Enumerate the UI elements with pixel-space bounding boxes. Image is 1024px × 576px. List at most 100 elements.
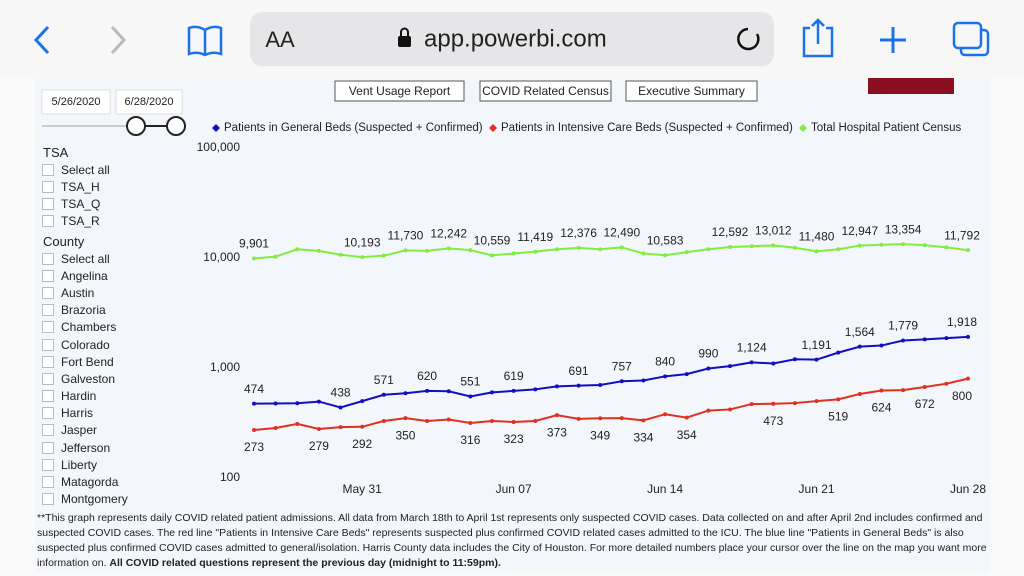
data-point [295, 401, 300, 406]
footnote: **This graph represents daily COVID rela… [37, 511, 987, 573]
filter-option[interactable]: Select all [42, 250, 128, 267]
button-label: Vent Usage Report [349, 84, 451, 98]
filter-option[interactable]: Austin [42, 284, 128, 301]
report-button[interactable] [334, 80, 465, 102]
data-point [554, 413, 559, 418]
filter-option[interactable]: Montgomery [42, 491, 128, 507]
data-label: 12,947 [841, 224, 878, 238]
data-label: 279 [309, 439, 329, 453]
option-label: TSA_H [61, 179, 100, 194]
checkbox[interactable] [42, 252, 54, 265]
checkbox[interactable] [42, 355, 54, 368]
checkbox[interactable] [42, 304, 54, 317]
start-date-box[interactable] [41, 89, 111, 115]
checkbox[interactable] [42, 476, 54, 489]
data-label: 800 [952, 389, 972, 403]
forward-button[interactable] [110, 25, 127, 55]
checkbox[interactable] [42, 321, 54, 334]
data-label: 273 [244, 440, 264, 454]
filter-option[interactable]: Galveston [42, 370, 128, 387]
filter-option[interactable]: Brazoria [42, 302, 128, 319]
data-point [879, 242, 884, 247]
option-label: Angelina [61, 268, 108, 283]
checkbox[interactable] [42, 269, 54, 282]
data-label: 757 [612, 359, 632, 373]
data-point [771, 401, 776, 406]
data-point [554, 384, 559, 389]
data-point [706, 408, 711, 413]
data-point [425, 388, 430, 393]
slider-handle[interactable] [126, 116, 146, 136]
filter-option[interactable]: Select all [42, 161, 110, 178]
data-point [728, 364, 732, 369]
option-label: Harris [61, 406, 93, 421]
filter-option[interactable]: Liberty [42, 456, 128, 473]
checkbox[interactable] [42, 197, 54, 210]
data-point [879, 388, 884, 393]
data-label: 323 [504, 432, 524, 446]
y-tick-label: 1,000 [210, 360, 240, 374]
filter-option[interactable]: TSA_R [42, 213, 110, 230]
logo [868, 78, 954, 94]
filter-option[interactable]: Harris [42, 405, 128, 422]
bookmarks-button[interactable] [187, 25, 223, 57]
data-label: 691 [569, 364, 589, 378]
checkbox[interactable] [42, 286, 54, 299]
data-point [425, 248, 430, 253]
option-label: TSA_Q [61, 196, 101, 211]
checkbox[interactable] [42, 163, 54, 176]
filter-option[interactable]: Angelina [42, 267, 128, 284]
checkbox[interactable] [42, 390, 54, 403]
checkbox[interactable] [42, 407, 54, 420]
text-size-button[interactable]: AA [265, 27, 295, 52]
filter-option[interactable]: Hardin [42, 388, 128, 405]
report-button[interactable] [625, 80, 758, 102]
button-label: COVID Related Census [482, 84, 609, 98]
checkbox[interactable] [42, 372, 54, 385]
reload-button[interactable] [737, 27, 760, 51]
data-point [511, 388, 516, 393]
data-label: 571 [374, 373, 394, 387]
filter-option[interactable]: Jefferson [42, 439, 128, 456]
back-button[interactable] [33, 25, 50, 55]
data-point [879, 343, 884, 348]
filter-option[interactable]: Colorado [42, 336, 128, 353]
data-point [641, 378, 646, 383]
filter-option[interactable]: Chambers [42, 319, 128, 336]
x-tick-label: Jun 21 [799, 482, 835, 496]
data-point [360, 255, 365, 260]
filter-option[interactable]: TSA_Q [42, 195, 110, 212]
data-label: 292 [352, 437, 372, 451]
data-point [316, 399, 321, 404]
filter-option[interactable]: Jasper [42, 422, 128, 439]
x-tick-label: Jun 07 [496, 482, 532, 496]
share-button[interactable] [802, 18, 834, 58]
slider-handle[interactable] [166, 116, 186, 136]
checkbox[interactable] [42, 180, 54, 193]
checkbox[interactable] [42, 493, 54, 506]
data-point [771, 243, 776, 248]
report-area [35, 78, 990, 572]
address-bar[interactable] [250, 12, 774, 66]
report-button[interactable] [479, 80, 612, 102]
x-tick-label: Jun 28 [950, 482, 986, 496]
data-point [468, 248, 473, 253]
checkbox[interactable] [42, 441, 54, 454]
checkbox[interactable] [42, 215, 54, 228]
filter-option[interactable]: Matagorda [42, 473, 128, 490]
filter-option[interactable]: TSA_H [42, 178, 110, 195]
end-date-box[interactable] [115, 89, 183, 115]
data-label: 11,480 [799, 230, 835, 244]
checkbox[interactable] [42, 424, 54, 437]
checkbox[interactable] [42, 458, 54, 471]
new-tab-button[interactable] [880, 27, 906, 53]
data-point [663, 253, 668, 258]
filter-option[interactable]: Fort Bend [42, 353, 128, 370]
data-label: 11,419 [517, 230, 553, 244]
option-label: Jefferson [61, 440, 111, 455]
data-label: 1,779 [888, 319, 918, 333]
data-point [901, 338, 906, 343]
data-point [598, 416, 603, 421]
data-point [663, 412, 668, 417]
checkbox[interactable] [42, 338, 54, 351]
